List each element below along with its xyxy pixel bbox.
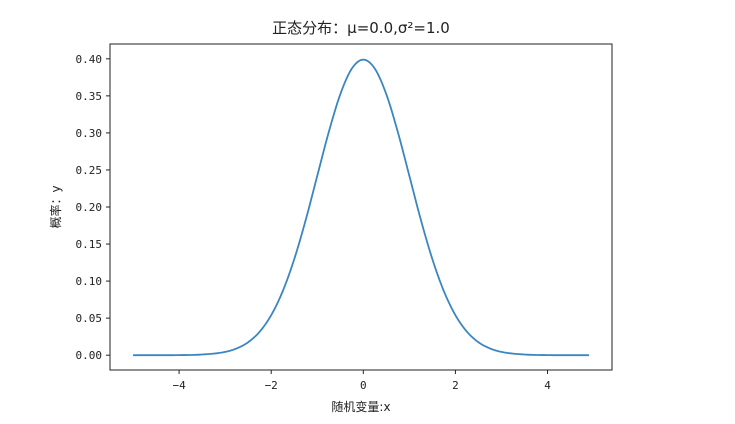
x-tick-label: −2 [265,379,278,392]
y-axis: 0.00 0.05 0.10 0.15 0.20 0.25 0.30 0.35 0.40 [76,53,110,362]
plot-area: 0.000.050.100.150.200.250.300.350.40 −4−… [76,43,613,392]
y-tick-label: 0.40 [76,53,103,66]
x-tick-label: −4 [172,379,186,392]
plot-frame [109,43,613,371]
y-tick-label: 0.15 [76,238,103,251]
series-line [133,58,589,357]
y-tick-label: 0.10 [76,275,103,288]
y-tick-label: 0.20 [76,201,103,214]
x-tick-label: 4 [544,379,551,392]
y-tick-label: 0.30 [76,127,103,140]
x-axis: −4 −2 0 2 4 [172,370,551,392]
y-axis-label: 概率：y [48,185,63,228]
x-axis-label: 随机变量:x [331,399,390,414]
x-tick-label: 2 [452,379,459,392]
y-tick-label: 0.25 [76,164,103,177]
y-tick-label: 0.05 [76,312,103,325]
chart-title: 正态分布：μ=0.0,σ²=1.0 [272,19,450,37]
y-tick-label: 0.35 [76,90,103,103]
y-tick-label: 0.00 [76,349,103,362]
x-tick-label: 0 [360,379,367,392]
